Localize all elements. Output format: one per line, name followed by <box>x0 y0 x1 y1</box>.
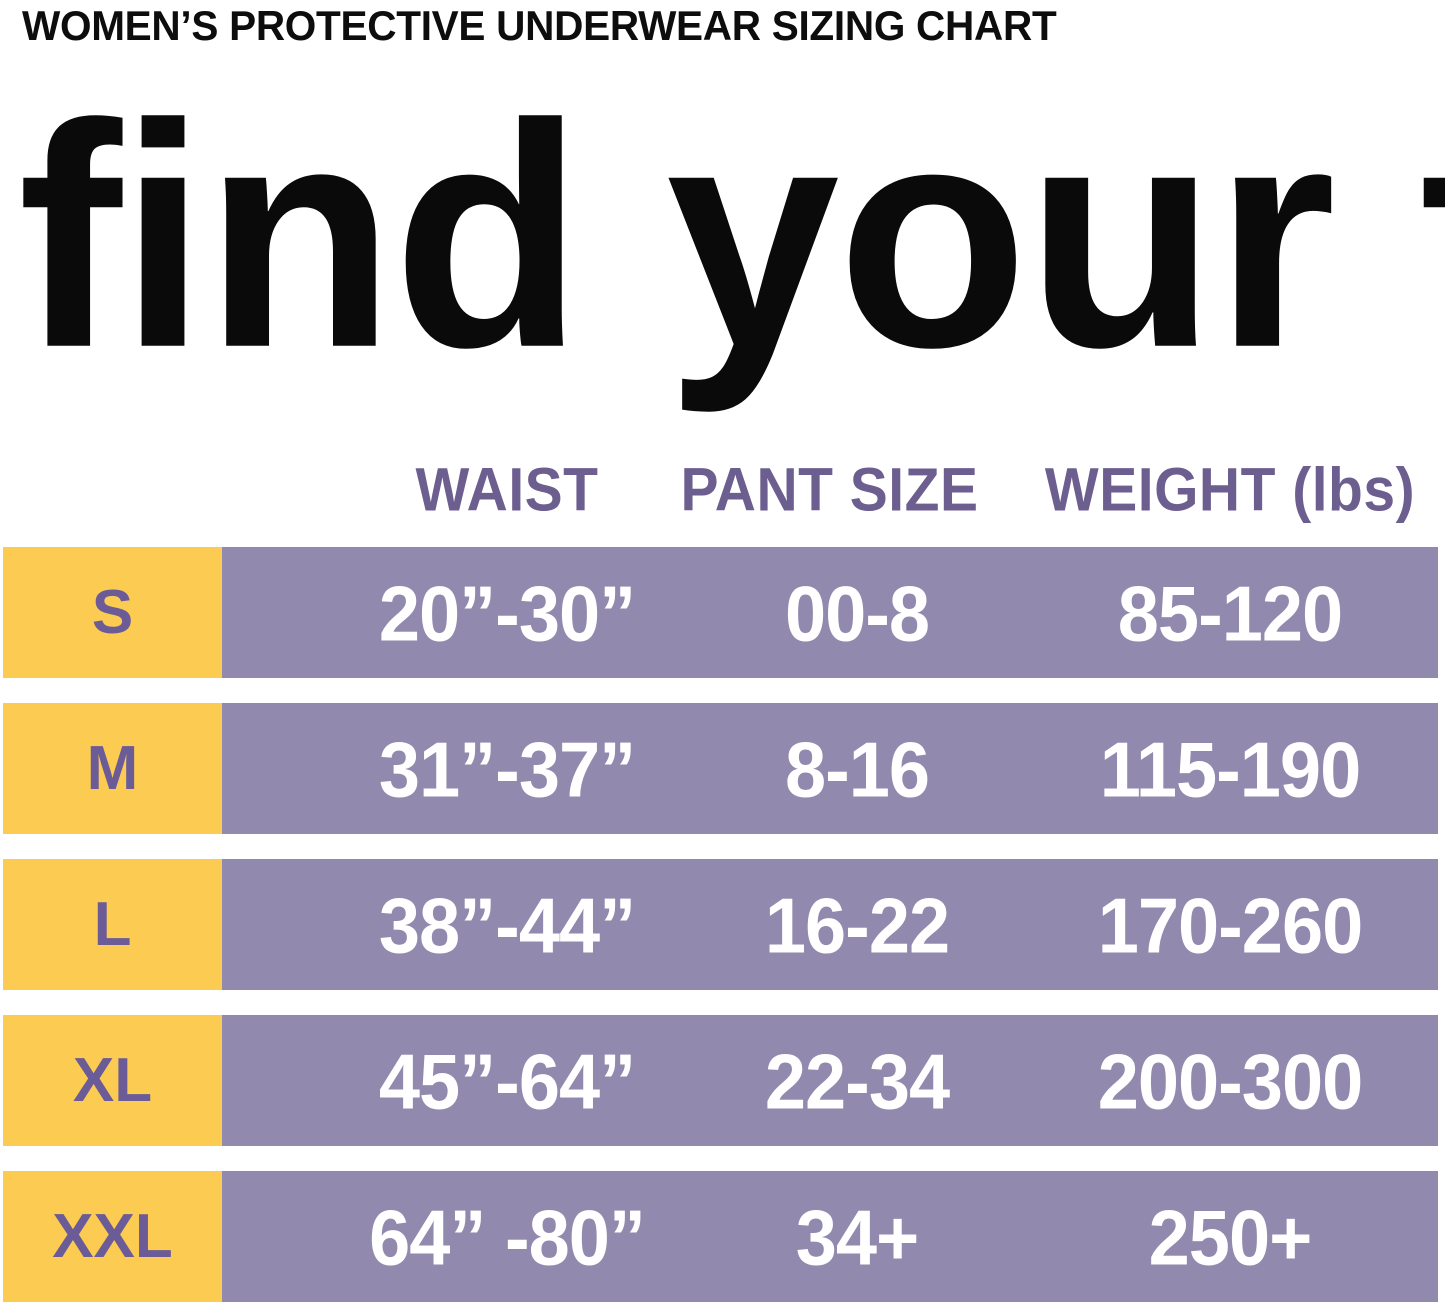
cell-weight: 85-120 <box>1117 569 1343 658</box>
column-header-pant-size: PANT SIZE <box>680 455 979 525</box>
table-column-headers: WAIST PANT SIZE WEIGHT (lbs) <box>222 452 1438 532</box>
cell-weight: 250+ <box>1148 1193 1313 1282</box>
size-label-cell: M <box>3 703 222 834</box>
table-row: M 31”-37” 8-16 115-190 <box>0 703 1445 834</box>
table-row: XL 45”-64” 22-34 200-300 <box>0 1015 1445 1146</box>
sizing-table: S 20”-30” 00-8 85-120 M 31”-37” 8-16 115… <box>0 540 1445 1302</box>
cell-pant-size: 16-22 <box>764 881 950 970</box>
table-row: L 38”-44” 16-22 170-260 <box>0 859 1445 990</box>
cell-waist: 31”-37” <box>378 725 636 814</box>
size-label-cell: XL <box>3 1015 222 1146</box>
size-label-cell: XXL <box>3 1171 222 1302</box>
headline-find-your-fit: find your fit <box>18 57 1445 414</box>
cell-pant-size: 8-16 <box>784 725 930 814</box>
cell-waist: 45”-64” <box>378 1037 636 1126</box>
cell-pant-size: 22-34 <box>764 1037 950 1126</box>
row-data-band: 64” -80” 34+ 250+ <box>222 1171 1438 1302</box>
cell-pant-size: 34+ <box>795 1193 920 1282</box>
row-data-band: 38”-44” 16-22 170-260 <box>222 859 1438 990</box>
row-data-band: 31”-37” 8-16 115-190 <box>222 703 1438 834</box>
cell-waist: 64” -80” <box>369 1193 646 1282</box>
page-title: WOMEN’S PROTECTIVE UNDERWEAR SIZING CHAR… <box>22 2 1057 49</box>
cell-pant-size: 00-8 <box>784 569 930 658</box>
cell-weight: 170-260 <box>1097 881 1364 970</box>
row-data-band: 20”-30” 00-8 85-120 <box>222 547 1438 678</box>
row-data-band: 45”-64” 22-34 200-300 <box>222 1015 1438 1146</box>
cell-weight: 115-190 <box>1099 725 1362 814</box>
table-row: XXL 64” -80” 34+ 250+ <box>0 1171 1445 1302</box>
size-label-cell: S <box>3 547 222 678</box>
column-header-weight: WEIGHT (lbs) <box>1044 455 1416 525</box>
cell-waist: 38”-44” <box>378 881 636 970</box>
cell-waist: 20”-30” <box>378 569 636 658</box>
column-header-waist: WAIST <box>415 455 599 525</box>
size-label-cell: L <box>3 859 222 990</box>
table-row: S 20”-30” 00-8 85-120 <box>0 547 1445 678</box>
cell-weight: 200-300 <box>1097 1037 1364 1126</box>
